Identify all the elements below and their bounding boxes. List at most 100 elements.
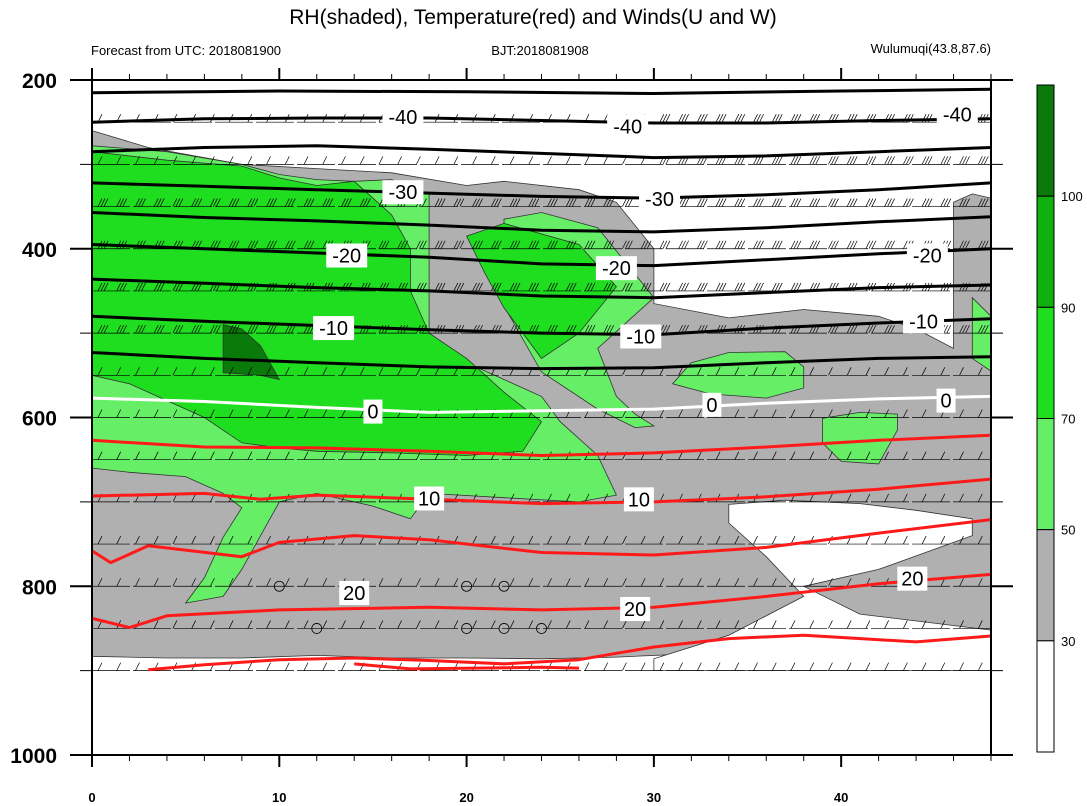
wind-barb [103,198,109,207]
wind-barb [980,156,986,165]
wind-barb [697,662,702,671]
wind-barb [97,451,103,460]
wind-barb [194,324,199,334]
wind-barb [116,451,122,460]
wind-barb [322,240,328,249]
wind-barb [903,409,908,418]
wind-barb [584,535,590,545]
contour-label-box [936,102,978,127]
wind-barb [341,620,346,629]
wind-barb [640,409,646,418]
wind-barb [231,198,237,207]
wind-barb [831,156,836,165]
wind-barb [959,451,964,460]
wind-barb [609,282,615,292]
wind-barb [153,409,159,418]
wind-barb [793,282,799,292]
wind-barb [759,282,764,292]
wind-barb [247,240,253,249]
wind-barb [565,198,571,207]
contour-label: -30 [382,180,424,205]
wind-barb [512,198,518,207]
wind-barb [846,240,852,249]
wind-barb [216,198,221,207]
contour-label: -20 [595,256,637,281]
wind-barb [977,409,983,418]
wind-barb [865,324,871,334]
contour-label-text: 10 [418,489,440,511]
x-tick-label: 10 [272,790,286,805]
wind-barb [210,409,215,418]
contour-labels: -40 -40 -40 -30 -30 -20 -20 -20 -10 -10 -10 0 0 0 10 10… [313,102,978,622]
wind-barb [815,240,821,249]
wind-barb [865,535,871,545]
calm-marker [461,623,472,634]
wind-barb [359,198,365,207]
wind-barb [771,114,777,123]
wind-barb [865,620,871,629]
wind-barb [528,535,534,545]
wind-barb [284,620,290,629]
wind-barb [1000,156,1004,164]
wind-barb [740,240,746,249]
wind-barb [622,282,627,292]
wind-barb [681,114,686,123]
wind-barb [903,198,908,207]
wind-barb [568,240,574,249]
calm-marker [273,580,285,592]
wind-barb [846,578,852,587]
wind-barb [603,324,609,334]
wind-barb [284,409,290,418]
wind-barb [534,240,540,249]
wind-barb [231,240,237,249]
wind-barb [400,240,405,249]
wind-barb [135,662,140,671]
wind-barb [565,620,571,629]
wind-barb [509,620,515,629]
wind-barb [759,198,764,207]
wind-barb [790,198,796,207]
wind-barb [871,240,877,249]
wind-barb [662,240,668,249]
wind-barb [828,578,833,587]
wind-barb [678,367,683,376]
wind-barb [640,282,646,292]
wind-barb [322,156,328,165]
contour-label-text: -10 [626,327,655,349]
contour-label: 10 [414,486,445,511]
wind-barb [587,240,593,249]
wind-barb [191,493,196,503]
wind-barb [303,198,309,207]
wind-barb [378,156,384,165]
contour-label: -10 [313,316,355,341]
wind-barb [456,198,462,207]
wind-barb [478,240,483,249]
temp-contour-20-13 [92,572,991,630]
wind-barb [119,198,125,207]
wind-barb [849,324,855,334]
wind-barb [228,240,234,249]
wind-barb [715,620,721,629]
wind-barb [116,198,122,207]
wind-barb [659,620,665,629]
wind-barb [194,198,199,207]
temp-contour-10-12 [92,518,991,565]
wind-barb [809,156,815,165]
wind-barb [697,535,702,545]
wind-barb [809,620,815,629]
wind-barb [341,156,346,165]
wind-barb [416,451,421,460]
temp-contour-0-10 [92,433,991,457]
wind-barb [659,114,665,123]
wind-barb [771,409,777,418]
wind-barb [734,535,740,545]
wind-barb [116,409,122,418]
wind-barb [284,578,290,587]
wind-barb [903,662,908,671]
wind-barb [197,324,202,334]
wind-barb [266,535,271,545]
contour-label-box [897,566,928,591]
wind-barb [962,324,967,334]
wind-barb [753,662,758,671]
